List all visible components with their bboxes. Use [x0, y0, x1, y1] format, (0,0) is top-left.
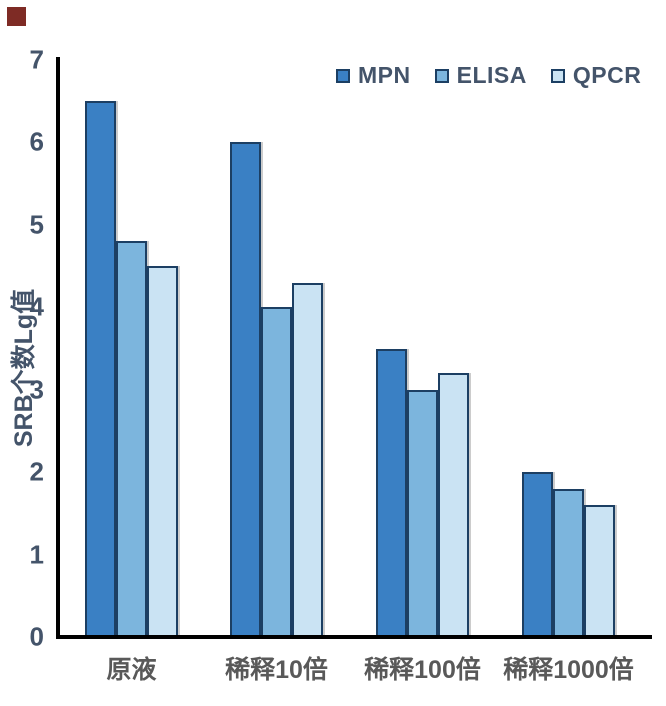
x-category-label: 稀释1000倍 [503, 656, 634, 684]
x-axis-line [56, 635, 652, 639]
legend-item-qpcr: QPCR [550, 62, 642, 89]
legend-item-mpn: MPN [336, 62, 411, 89]
legend-label: QPCR [572, 62, 642, 88]
bar-elisa [553, 488, 584, 637]
plot-area [58, 60, 652, 637]
bar-qpcr [584, 505, 615, 637]
y-tick-label: 2 [29, 456, 44, 487]
bar-qpcr [292, 282, 323, 637]
legend-marker-icon [434, 68, 449, 83]
bar-elisa [116, 241, 147, 637]
legend-marker-icon [550, 68, 565, 83]
y-axis-title: SRB个数Lg值 [10, 288, 38, 448]
y-tick-label: 7 [29, 44, 44, 75]
y-tick-label: 6 [29, 126, 44, 157]
bar-mpn [376, 348, 407, 637]
legend-marker-icon [336, 68, 350, 83]
x-category-label: 原液 [106, 656, 157, 684]
bar-group [376, 60, 469, 637]
bar-mpn [230, 142, 261, 637]
bar-group [522, 60, 615, 637]
bar-group [85, 60, 178, 637]
bar-qpcr [438, 373, 469, 637]
legend: MPN ELISA QPCR [336, 62, 641, 89]
bar-mpn [522, 472, 553, 637]
legend-label: ELISA [456, 62, 527, 88]
bar-elisa [407, 389, 438, 637]
y-axis-line [56, 57, 60, 639]
legend-label: MPN [358, 62, 411, 88]
y-tick-label: 3 [29, 374, 44, 405]
y-tick-label: 1 [29, 539, 44, 570]
y-tick-label: 4 [29, 291, 44, 322]
bar-mpn [85, 101, 116, 637]
y-tick-label: 0 [29, 621, 44, 652]
x-category-label: 稀释10倍 [225, 656, 328, 684]
corner-decoration-square [7, 7, 26, 26]
legend-item-elisa: ELISA [434, 62, 527, 89]
bar-elisa [261, 307, 292, 637]
y-tick-label: 5 [29, 209, 44, 240]
bar-qpcr [147, 266, 178, 637]
x-category-label: 稀释100倍 [364, 656, 481, 684]
bar-group [230, 60, 323, 637]
